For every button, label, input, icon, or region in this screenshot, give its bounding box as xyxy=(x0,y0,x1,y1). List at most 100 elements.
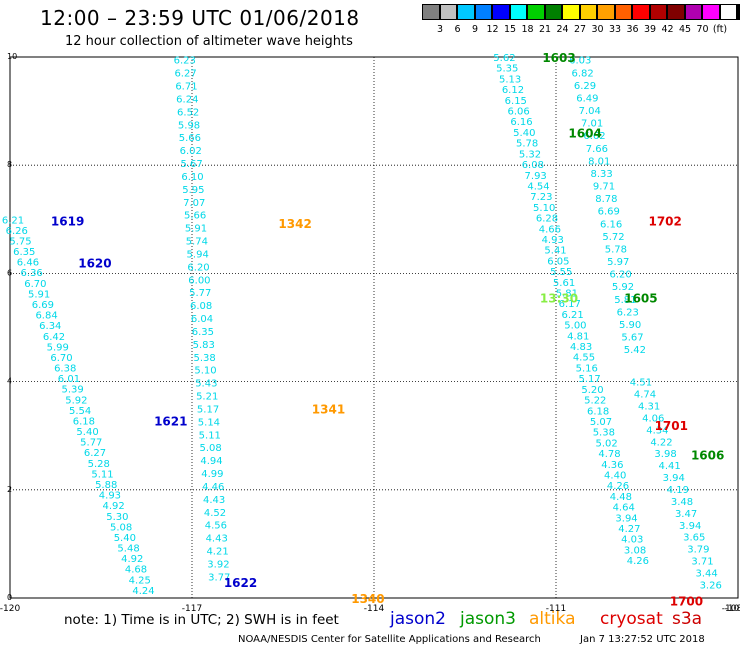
wave-height-value: 3.94 xyxy=(679,521,701,532)
wave-height-value: 5.22 xyxy=(584,396,606,407)
wave-height-value: 6.69 xyxy=(32,300,54,311)
wave-height-value: 5.38 xyxy=(193,353,215,364)
wave-height-value: 5.55 xyxy=(550,267,572,278)
wave-height-value: 6.02 xyxy=(180,146,202,157)
wave-height-value: 5.08 xyxy=(110,522,132,533)
wave-height-value: 4.92 xyxy=(121,554,143,565)
y-tick-label: 0 xyxy=(7,593,12,602)
wave-height-value: 5.14 xyxy=(198,417,220,428)
y-tick-label: 10 xyxy=(7,52,17,61)
wave-height-value: 6.04 xyxy=(191,314,213,325)
wave-height-value: 6.06 xyxy=(507,107,529,118)
wave-height-value: 5.90 xyxy=(619,320,641,331)
wave-height-value: 6.00 xyxy=(188,275,210,286)
wave-height-value: 4.78 xyxy=(598,449,620,460)
wave-height-value: 6.71 xyxy=(175,82,197,93)
wave-height-value: 5.77 xyxy=(189,288,211,299)
wave-height-value: 8.01 xyxy=(588,156,610,167)
x-tick-label: -10 xyxy=(725,604,740,614)
wave-height-value: 7.07 xyxy=(183,198,205,209)
color-scale-label: 24 xyxy=(556,24,569,35)
wave-height-value: 5.83 xyxy=(193,340,215,351)
wave-height-value: 4.22 xyxy=(650,437,672,448)
wave-height-value: 3.65 xyxy=(683,533,705,544)
wave-height-value: 4.52 xyxy=(204,508,226,519)
pass-time-label: 1619 xyxy=(51,214,84,228)
wave-height-value: 5.11 xyxy=(91,469,113,480)
legend-altika: altika xyxy=(529,609,576,629)
wave-height-value: 6.36 xyxy=(21,268,43,279)
wave-height-value: 5.81 xyxy=(556,289,578,300)
pass-time-label: 1622 xyxy=(224,576,257,590)
pass-time-label: 1340 xyxy=(351,592,384,606)
wave-height-value: 5.94 xyxy=(187,249,209,260)
wave-height-value: 6.29 xyxy=(574,81,596,92)
wave-height-value: 4.68 xyxy=(125,565,147,576)
wave-height-value: 3.94 xyxy=(615,513,637,524)
wave-height-value: 6.03 xyxy=(569,56,591,67)
chart-title: 12:00 – 23:59 UTC 01/06/2018 xyxy=(40,6,360,30)
y-tick-label: 4 xyxy=(7,377,12,386)
pass-time-label: 1702 xyxy=(648,214,681,228)
wave-height-value: 4.94 xyxy=(200,456,222,467)
wave-height-value: 6.18 xyxy=(587,406,609,417)
wave-height-value: 6.62 xyxy=(583,131,605,142)
wave-height-value: 4.46 xyxy=(202,482,224,493)
color-swatch xyxy=(597,4,615,20)
wave-height-value: 6.15 xyxy=(505,96,527,107)
wave-height-value: 6.82 xyxy=(572,68,594,79)
wave-height-value: 5.42 xyxy=(624,345,646,356)
color-scale-label: 18 xyxy=(521,24,534,35)
wave-height-value: 4.74 xyxy=(634,390,656,401)
wave-height-value: 3.94 xyxy=(663,473,685,484)
wave-height-value: 6.18 xyxy=(73,416,95,427)
wave-height-value: 5.54 xyxy=(69,406,91,417)
wave-height-value: 6.10 xyxy=(181,172,203,183)
wave-height-value: 5.30 xyxy=(106,512,128,523)
wave-height-value: 6.20 xyxy=(609,270,631,281)
wave-height-value: 6.26 xyxy=(6,226,28,237)
y-tick-label: 8 xyxy=(7,160,12,169)
x-tick-label: -114 xyxy=(364,604,385,614)
wave-height-value: 4.92 xyxy=(103,501,125,512)
wave-height-value: 5.78 xyxy=(605,244,627,255)
color-scale-label: 39 xyxy=(643,24,657,35)
color-scale-label: 42 xyxy=(661,24,674,35)
wave-height-value: 5.48 xyxy=(117,544,139,555)
wave-height-value: 3.48 xyxy=(671,497,693,508)
wave-height-value: 5.61 xyxy=(553,278,575,289)
wave-height-value: 4.19 xyxy=(667,485,689,496)
wave-height-value: 4.41 xyxy=(659,461,681,472)
color-swatch xyxy=(544,4,562,20)
wave-height-value: 4.34 xyxy=(646,425,668,436)
wave-height-value: 4.40 xyxy=(604,470,626,481)
wave-height-value: 5.39 xyxy=(62,385,84,396)
wave-height-value: 5.17 xyxy=(578,374,600,385)
color-scale-label: 21 xyxy=(538,24,552,35)
wave-height-value: 5.99 xyxy=(47,342,69,353)
generated-timestamp: Jan 7 13:27:52 UTC 2018 xyxy=(580,634,705,645)
color-scale-label: 30 xyxy=(591,24,604,35)
color-scale-label: 36 xyxy=(626,24,639,35)
wave-height-value: 5.07 xyxy=(590,417,612,428)
wave-height-value: 5.81 xyxy=(614,295,636,306)
wave-height-value: 5.67 xyxy=(181,159,203,170)
wave-height-value: 5.43 xyxy=(195,379,217,390)
wave-height-value: 6.28 xyxy=(536,214,558,225)
wave-height-value: 6.08 xyxy=(522,160,544,171)
wave-height-value: 3.77 xyxy=(208,572,230,583)
wave-height-value: 6.05 xyxy=(547,256,569,267)
color-swatch xyxy=(422,4,440,20)
pass-time-label: 1700 xyxy=(670,595,703,609)
y-tick-label: 6 xyxy=(7,268,12,277)
wave-height-value: 3.92 xyxy=(207,559,229,570)
x-tick-label: -108 xyxy=(722,604,740,614)
wave-height-value: 4.83 xyxy=(570,342,592,353)
wave-height-value: 4.56 xyxy=(205,521,227,532)
wave-height-value: 6.84 xyxy=(35,311,57,322)
wave-height-value: 6.42 xyxy=(43,332,65,343)
wave-height-value: 4.03 xyxy=(621,535,643,546)
wave-height-value: 5.17 xyxy=(197,404,219,415)
wave-height-value: 6.23 xyxy=(174,56,196,67)
color-scale-label: 33 xyxy=(608,24,622,35)
